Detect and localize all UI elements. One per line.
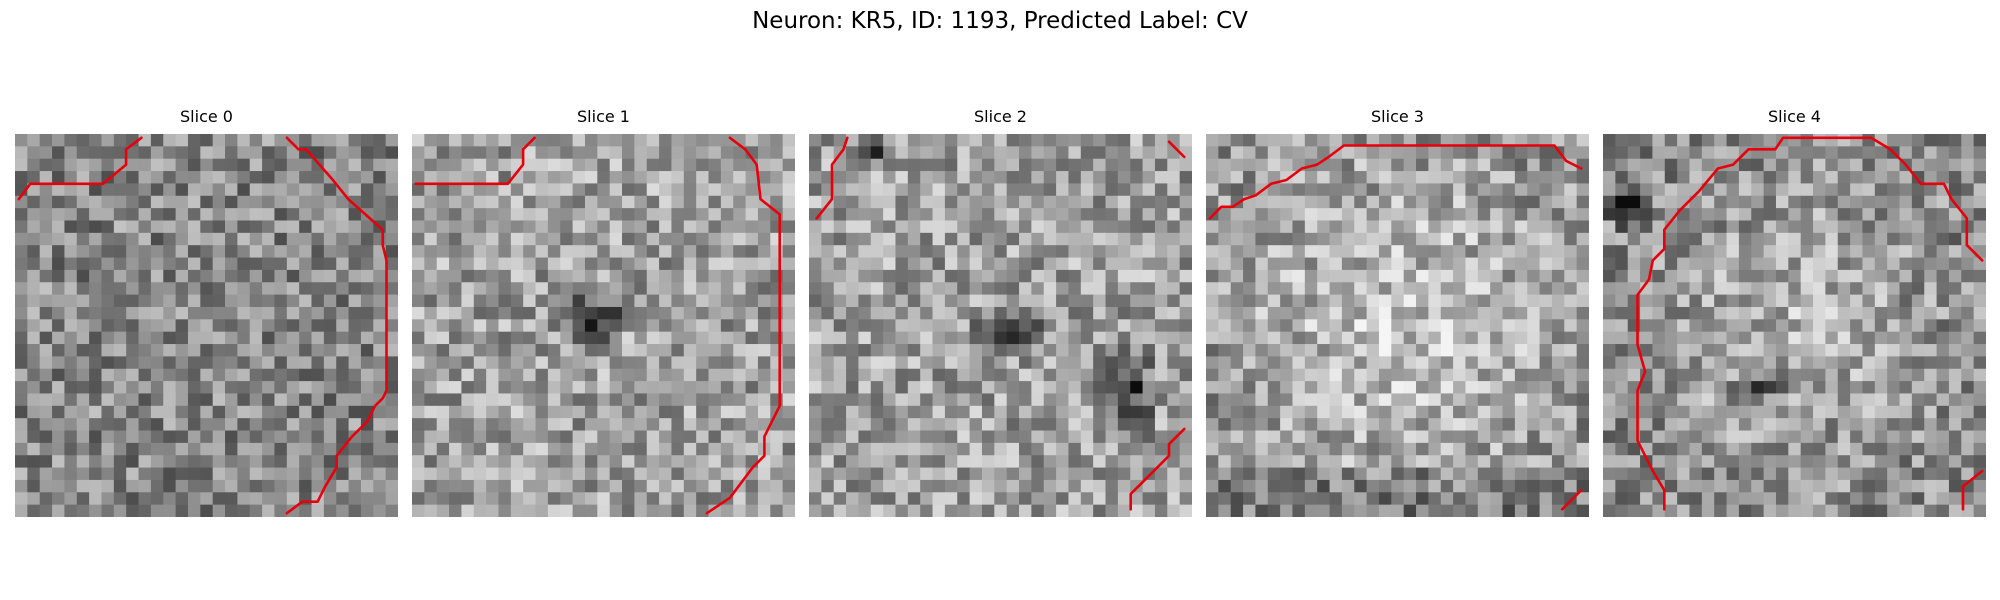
slice-title: Slice 2 xyxy=(974,107,1027,126)
slice-title: Slice 1 xyxy=(577,107,630,126)
pixel-grid xyxy=(1603,134,1986,517)
contour-line xyxy=(815,136,849,220)
pixel-grid xyxy=(809,134,1192,517)
slice-panel-4: Slice 4 xyxy=(1603,106,1986,517)
contour-line xyxy=(1129,427,1186,511)
contour-line xyxy=(1167,140,1186,159)
contour-line xyxy=(1208,144,1583,220)
slice-panel-0: Slice 0 xyxy=(15,106,398,517)
slice-title: Slice 0 xyxy=(180,107,233,126)
slice-image xyxy=(412,134,795,517)
slice-image xyxy=(809,134,1192,517)
contour-line xyxy=(17,136,143,201)
slice-image xyxy=(1603,134,1986,517)
slice-title: Slice 4 xyxy=(1768,107,1821,126)
slice-image xyxy=(1206,134,1589,517)
pixel-grid xyxy=(1206,134,1589,517)
pixel-grid xyxy=(15,134,398,517)
slice-panel-1: Slice 1 xyxy=(412,106,795,517)
contour-line xyxy=(1636,136,1984,511)
pixel-grid xyxy=(412,134,795,517)
slice-title: Slice 3 xyxy=(1371,107,1424,126)
slice-image xyxy=(15,134,398,517)
slice-panel-3: Slice 3 xyxy=(1206,106,1589,517)
contour-line xyxy=(705,136,782,515)
contour-line xyxy=(414,136,536,186)
figure-title: Neuron: KR5, ID: 1193, Predicted Label: … xyxy=(752,8,1248,34)
contour-line xyxy=(285,136,388,515)
contour-line xyxy=(1560,488,1583,511)
slice-panel-2: Slice 2 xyxy=(809,106,1192,517)
contour-line xyxy=(1961,469,1984,511)
